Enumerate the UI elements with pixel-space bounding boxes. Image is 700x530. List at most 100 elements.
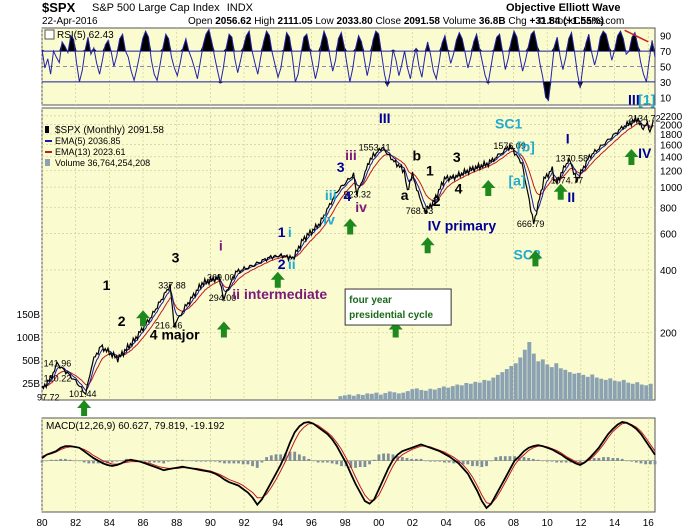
volume-axis-label: 25B: [22, 379, 40, 390]
volume-bar: [581, 374, 586, 400]
volume-bar: [527, 342, 532, 400]
volume-bar: [522, 349, 527, 400]
macd-histogram-bar: [54, 459, 58, 461]
price-value-label: 2134.72: [628, 114, 661, 124]
volume-bar: [432, 389, 437, 400]
macd-histogram-bar: [522, 457, 526, 461]
price-y-tick-label: 800: [660, 203, 677, 214]
macd-histogram-bar: [611, 458, 615, 461]
macd-histogram-bar: [653, 460, 657, 465]
macd-histogram-bar: [358, 460, 362, 467]
elliott-wave-label: IV: [638, 145, 652, 161]
macd-histogram-bar: [166, 460, 170, 462]
volume-bar: [635, 382, 640, 400]
macd-histogram-bar: [195, 460, 198, 462]
up-arrow-icon: [481, 179, 496, 196]
volume-bar: [437, 388, 442, 400]
macd-histogram-bar: [527, 458, 531, 461]
x-tick-label: 92: [239, 518, 251, 529]
volume-bar: [459, 385, 464, 400]
x-tick-label: 04: [441, 518, 453, 529]
volume-bar: [554, 363, 559, 400]
price-value-label: 294.00: [209, 293, 237, 303]
macd-histogram-bar: [625, 460, 629, 462]
macd-histogram-bar: [363, 460, 367, 467]
macd-histogram-bar: [237, 460, 240, 464]
macd-histogram-bar: [241, 460, 245, 465]
macd-histogram-bar: [578, 460, 582, 463]
macd-histogram-bar: [223, 460, 226, 464]
macd-histogram-bar: [494, 457, 498, 461]
copyright: © StockCharts.com: [538, 16, 625, 27]
macd-line: [41, 421, 656, 510]
volume-bar: [626, 382, 631, 400]
volume-bar: [590, 374, 595, 400]
macd-histogram-bar: [101, 460, 105, 464]
x-tick-label: 00: [373, 518, 385, 529]
macd-histogram-bar: [335, 460, 339, 465]
elliott-wave-label: ii: [288, 256, 296, 272]
price-value-label: 923.32: [343, 189, 371, 199]
volume-bar: [351, 395, 356, 400]
volume-bar: [477, 382, 482, 400]
quote-line: Open 2056.62 High 2111.05 Low 2033.80 Cl…: [188, 16, 604, 27]
x-tick-label: 94: [272, 518, 284, 529]
volume-bar: [549, 367, 554, 400]
price-y-tick-label: 1400: [660, 153, 683, 164]
elliott-wave-label: 1: [426, 162, 434, 178]
volume-bar: [648, 383, 653, 400]
price-value-label: 369.00: [207, 272, 235, 282]
price-legend-label: EMA(5) 2036.85: [55, 136, 121, 146]
volume-bar: [504, 369, 509, 400]
volume-bar: [464, 382, 469, 400]
x-tick-label: 06: [474, 518, 486, 529]
macd-histogram-bar: [302, 456, 306, 461]
price-value-label: 1074.77: [551, 176, 584, 186]
elliott-wave-label: II: [567, 189, 575, 205]
volume-bar: [378, 394, 383, 400]
macd-histogram-bar: [382, 453, 385, 461]
price-value-label: 1553.11: [359, 142, 391, 152]
macd-histogram-bar: [541, 460, 545, 462]
presidential-cycle-text: four year: [349, 295, 392, 306]
macd-histogram-bar: [564, 460, 568, 463]
macd-histogram-bar: [419, 458, 423, 461]
volume-bar: [383, 393, 388, 400]
price-legend-label: Volume 36,764,254,208: [55, 158, 150, 168]
volume-bar: [531, 353, 536, 400]
macd-histogram-bar: [255, 460, 259, 468]
macd-histogram-bar: [246, 460, 250, 465]
volume-bar: [500, 372, 505, 400]
x-tick-label: 96: [306, 518, 318, 529]
x-tick-label: 14: [609, 518, 621, 529]
macd-histogram-bar: [340, 460, 343, 467]
rsi-y-tick-label: 50: [660, 63, 672, 74]
macd-histogram-bar: [87, 460, 91, 464]
up-arrow-icon: [270, 271, 285, 288]
up-arrow-icon: [528, 250, 543, 267]
up-arrow-icon: [420, 237, 435, 254]
volume-bar: [612, 380, 617, 400]
macd-histogram-bar: [297, 454, 301, 461]
macd-histogram-bar: [115, 460, 119, 462]
x-tick-label: 02: [407, 518, 419, 529]
price-y-tick-label: 400: [660, 266, 677, 277]
macd-histogram-bar: [545, 460, 549, 462]
macd-histogram-bar: [40, 460, 44, 463]
quote-date: 22-Apr-2016: [42, 16, 98, 27]
macd-panel: [41, 417, 656, 513]
macd-histogram-bar: [485, 460, 488, 467]
elliott-wave-label: iii: [345, 147, 357, 163]
elliott-wave-label: 2: [433, 193, 441, 209]
elliott-wave-label: [a]: [508, 172, 525, 188]
macd-histogram-bar: [414, 458, 418, 461]
macd-histogram-bar: [326, 460, 329, 463]
macd-histogram-bar: [400, 457, 404, 461]
volume-bar: [509, 365, 514, 400]
macd-histogram-bar: [466, 460, 470, 465]
macd-histogram-bar: [171, 460, 175, 462]
macd-histogram-bar: [330, 460, 334, 464]
macd-histogram-bar: [49, 459, 53, 461]
volume-bar: [491, 377, 496, 400]
volume-bar: [446, 387, 451, 400]
